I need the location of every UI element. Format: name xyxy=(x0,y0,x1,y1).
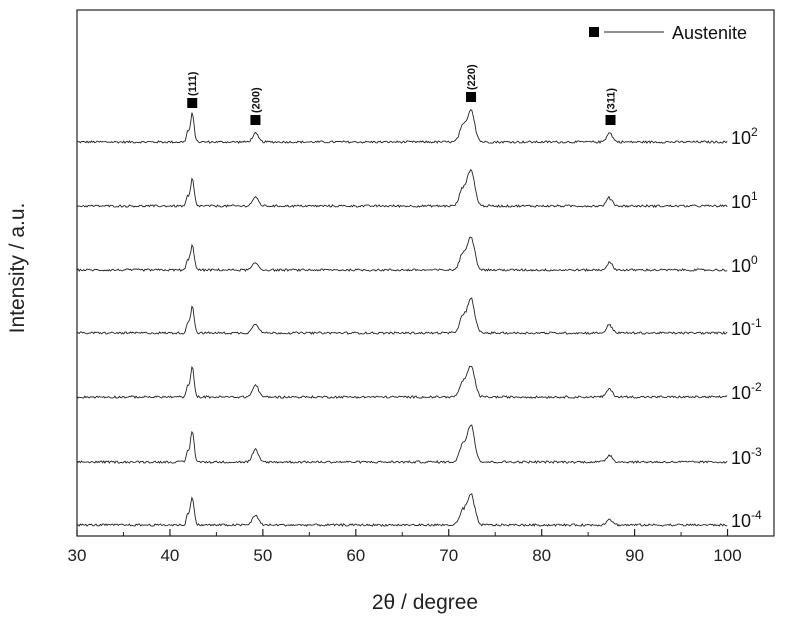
legend: Austenite xyxy=(589,23,747,43)
y-axis-title: Intensity / a.u. xyxy=(6,203,29,334)
x-tick-label: 40 xyxy=(160,546,179,565)
series-label: 10-4 xyxy=(731,508,762,531)
series-label: 10-3 xyxy=(731,445,762,468)
peak-marker-square xyxy=(466,92,477,102)
peak-markers: (111) (200) (220) (311) xyxy=(187,64,618,125)
peak-marker-square xyxy=(187,98,198,108)
x-tick-label: 30 xyxy=(68,546,87,565)
series-label: 100 xyxy=(731,253,758,276)
series-label: 10-2 xyxy=(731,380,762,403)
x-axis-ticks xyxy=(76,529,729,536)
peak-label: (200) xyxy=(250,87,262,113)
series-line xyxy=(76,493,728,528)
series-line xyxy=(76,365,728,399)
x-tick-label: 80 xyxy=(532,546,551,565)
x-tick-label: 60 xyxy=(346,546,365,565)
peak-label: (111) xyxy=(187,71,199,96)
x-tick-label: 50 xyxy=(253,546,272,565)
series-line xyxy=(76,168,728,208)
x-tick-label: 90 xyxy=(625,546,644,565)
x-tick-label: 100 xyxy=(713,546,741,565)
peak-marker-square xyxy=(605,115,616,125)
peak-marker-square xyxy=(250,115,261,125)
peak-label: (220) xyxy=(466,64,478,90)
series-label: 10-1 xyxy=(731,316,762,339)
series-group: 102 101 100 10-1 10-2 10-3 10-4 xyxy=(76,109,762,531)
legend-marker-square xyxy=(589,27,599,37)
peak-label: (311) xyxy=(606,88,618,113)
x-axis-title: 2θ / degree xyxy=(372,591,478,614)
series-line xyxy=(76,236,728,273)
series-label: 101 xyxy=(731,189,758,212)
x-tick-label: 70 xyxy=(439,546,458,565)
plot-frame xyxy=(76,9,775,537)
legend-label: Austenite xyxy=(672,23,747,43)
series-line xyxy=(76,297,728,335)
series-line xyxy=(77,109,728,144)
series-label: 102 xyxy=(731,125,758,148)
series-line xyxy=(76,424,728,464)
x-axis-tick-labels: 30 40 50 60 70 80 90 100 xyxy=(68,546,742,565)
